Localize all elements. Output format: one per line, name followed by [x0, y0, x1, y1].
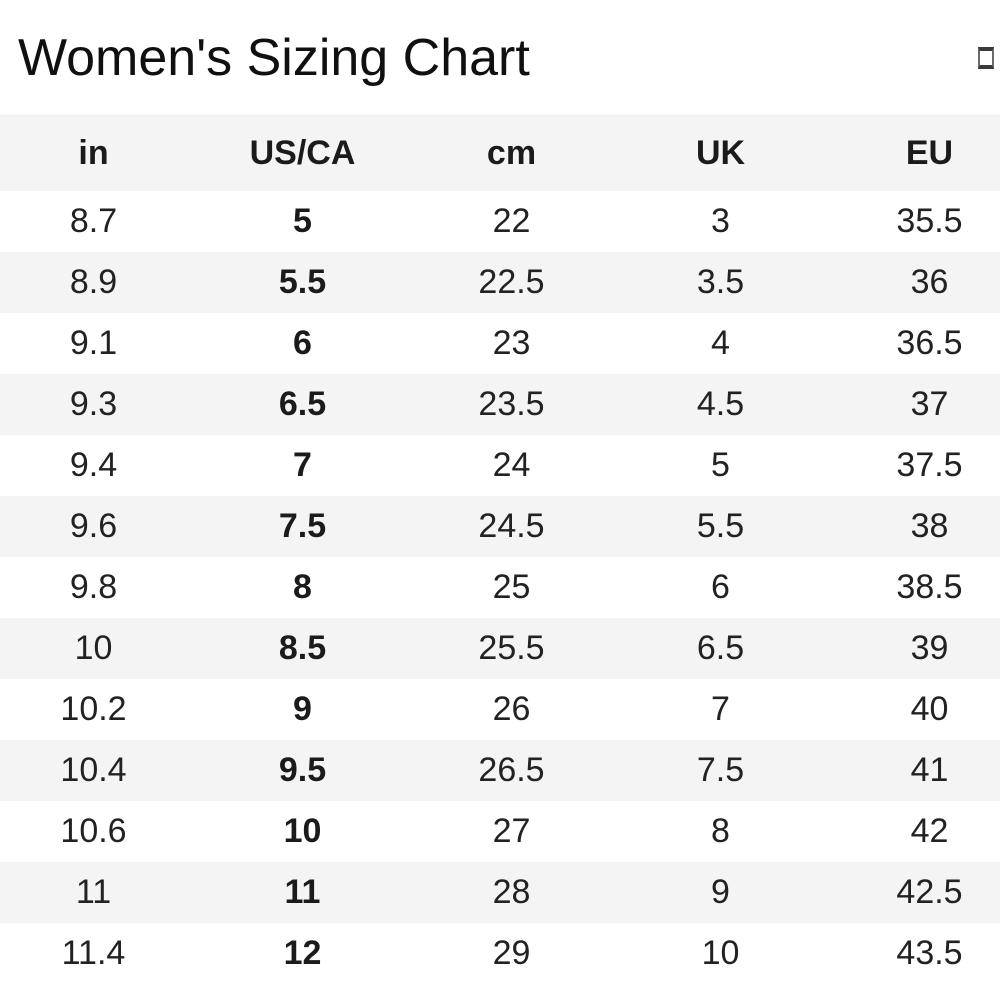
column-header-cm: cm [407, 115, 616, 191]
table-cell: 26 [492, 690, 531, 728]
table-cell: 27 [492, 812, 531, 850]
table-row: 8.7 5 22 3 35.5 [0, 191, 1000, 252]
table-cell: 22 [492, 202, 531, 240]
table-cell: 3.5 [696, 263, 745, 301]
page-title: Women's Sizing Chart [18, 28, 530, 87]
table-cell: 43.5 [896, 934, 963, 972]
table-cell: 9.5 [278, 751, 327, 789]
table-cell: 42.5 [896, 873, 963, 911]
table-cell: 9 [293, 690, 312, 728]
table-cell: 4.5 [696, 385, 745, 423]
table-row: 10.2 9 26 7 40 [0, 679, 1000, 740]
column-header-usca: US/CA [198, 115, 407, 191]
table-cell: 23 [492, 324, 531, 362]
table-row: 9.4 7 24 5 37.5 [0, 435, 1000, 496]
table-row: 10.4 9.5 26.5 7.5 41 [0, 740, 1000, 801]
table-cell: 26.5 [478, 751, 545, 789]
table-cell: 25.5 [478, 629, 545, 667]
table-row: 9.6 7.5 24.5 5.5 38 [0, 496, 1000, 557]
table-row: 11 11 28 9 42.5 [0, 862, 1000, 923]
table-row: 9.3 6.5 23.5 4.5 37 [0, 374, 1000, 435]
table-cell: 5 [293, 202, 312, 240]
table-cell: 10.2 [60, 690, 127, 728]
table-cell: 12 [283, 934, 322, 972]
table-row: 8.9 5.5 22.5 3.5 36 [0, 252, 1000, 313]
table-cell: 41 [910, 751, 949, 789]
table-cell: 8.5 [278, 629, 327, 667]
table-cell: 8.7 [69, 202, 118, 240]
table-cell: 9.6 [69, 507, 118, 545]
table-row: 11.4 12 29 10 43.5 [0, 923, 1000, 984]
table-cell: 10.4 [60, 751, 127, 789]
table-cell: 6 [293, 324, 312, 362]
table-cell: 11 [75, 873, 112, 911]
table-cell: 39 [910, 629, 949, 667]
table-cell: 5.5 [278, 263, 327, 301]
table-row: 10 8.5 25.5 6.5 39 [0, 618, 1000, 679]
column-header-in: in [0, 115, 198, 191]
column-header-uk: UK [616, 115, 825, 191]
table-cell: 38.5 [896, 568, 963, 606]
title-bar: Women's Sizing Chart [0, 0, 1000, 115]
column-header-eu: EU [825, 115, 1000, 191]
table-cell: 37 [910, 385, 949, 423]
table-cell: 8 [293, 568, 312, 606]
table-cell: 7 [711, 690, 730, 728]
table-cell: 6.5 [696, 629, 745, 667]
table-cell: 6 [711, 568, 730, 606]
table-cell: 5.5 [696, 507, 745, 545]
table-cell: 8.9 [69, 263, 118, 301]
table-cell: 6.5 [278, 385, 327, 423]
table-row: 9.8 8 25 6 38.5 [0, 557, 1000, 618]
table-cell: 25 [492, 568, 531, 606]
table-cell: 42 [910, 812, 949, 850]
table-cell: 9.1 [69, 324, 118, 362]
table-cell: 9.3 [69, 385, 118, 423]
table-row: 10.6 10 27 8 42 [0, 801, 1000, 862]
table-cell: 28 [492, 873, 531, 911]
table-cell: 7.5 [696, 751, 745, 789]
table-cell: 7 [293, 446, 312, 484]
table-cell: 8 [711, 812, 730, 850]
table-cell: 3 [711, 202, 730, 240]
table-cell: 7.5 [278, 507, 327, 545]
table-cell: 36.5 [896, 324, 963, 362]
table-cell: 24 [492, 446, 531, 484]
table-cell: 38 [910, 507, 949, 545]
table-cell: 11 [284, 873, 321, 911]
table-cell: 9.8 [69, 568, 118, 606]
table-cell: 9.4 [69, 446, 118, 484]
table-cell: 10.6 [60, 812, 127, 850]
sizing-table: in US/CA cm UK EU 8.7 5 22 3 35.5 8.9 5.… [0, 115, 1000, 984]
table-cell: 23.5 [478, 385, 545, 423]
table-cell: 5 [711, 446, 730, 484]
table-cell: 10 [283, 812, 322, 850]
square-outline-icon[interactable] [978, 46, 994, 69]
table-cell: 9 [711, 873, 730, 911]
table-cell: 36 [910, 263, 949, 301]
table-cell: 22.5 [478, 263, 545, 301]
table-cell: 37.5 [896, 446, 963, 484]
table-cell: 40 [910, 690, 949, 728]
table-header-row: in US/CA cm UK EU [0, 115, 1000, 191]
table-cell: 10 [701, 934, 740, 972]
table-cell: 11.4 [61, 934, 126, 972]
table-cell: 24.5 [478, 507, 545, 545]
table-cell: 4 [711, 324, 730, 362]
table-row: 9.1 6 23 4 36.5 [0, 313, 1000, 374]
table-cell: 29 [492, 934, 531, 972]
table-cell: 35.5 [896, 202, 963, 240]
table-cell: 10 [74, 629, 113, 667]
